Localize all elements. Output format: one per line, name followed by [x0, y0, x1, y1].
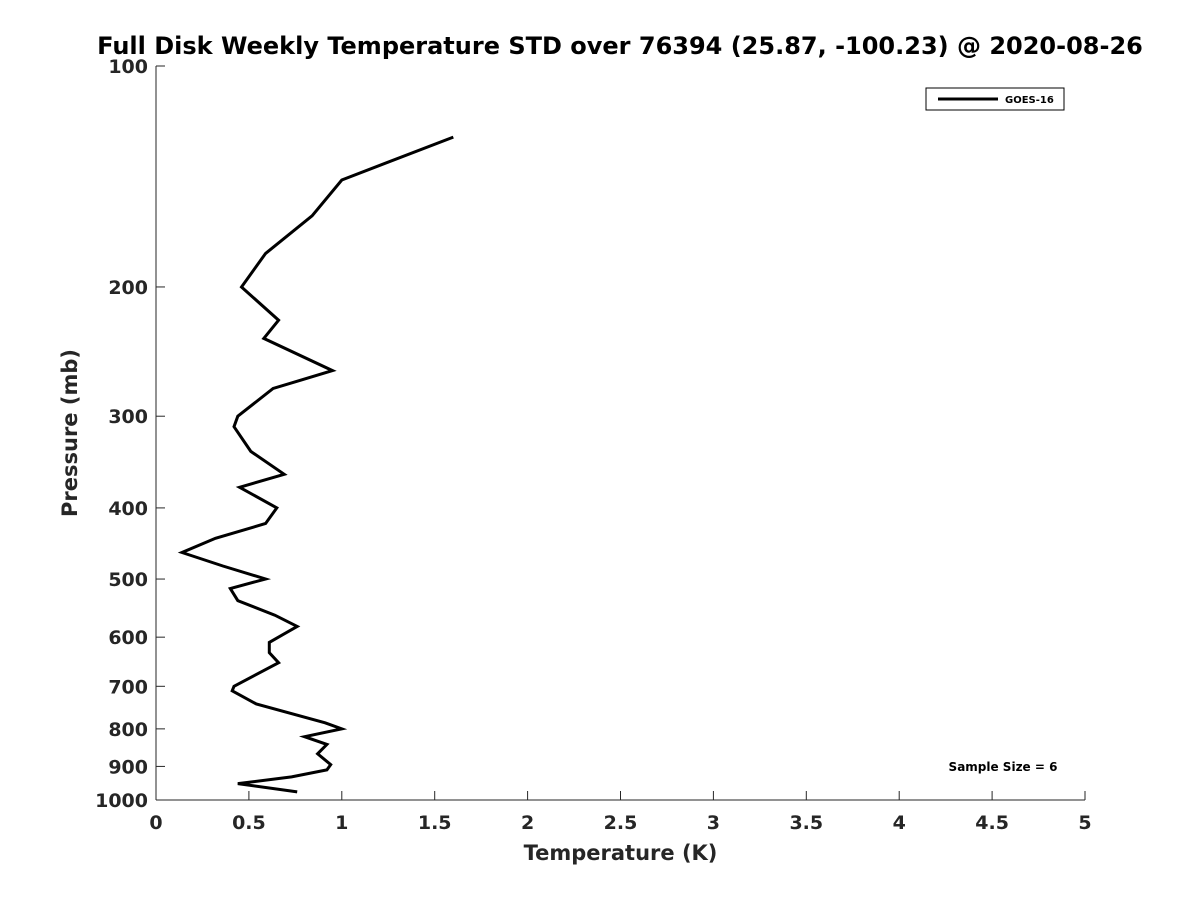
x-tick-label-3-5: 3.5: [789, 812, 823, 834]
ticks-layer: 0 0.5 1 1.5 2 2.5 3 3.5 4 4.5 5 100 200 300 400 500 600 7…: [95, 56, 1092, 834]
series-line-goes-16: [177, 135, 454, 794]
x-tick-label-0: 0: [149, 812, 162, 834]
y-tick-label-600: 600: [108, 627, 148, 649]
y-axis-label: Pressure (mb): [58, 349, 82, 517]
x-tick-label-3: 3: [707, 812, 720, 834]
x-tick-label-2: 2: [521, 812, 534, 834]
x-axis-label: Temperature (K): [524, 841, 718, 865]
y-tick-label-400: 400: [108, 498, 148, 520]
y-tick-label-1000: 1000: [95, 790, 148, 812]
y-tick-label-500: 500: [108, 569, 148, 591]
legend-label-goes-16: GOES-16: [1005, 95, 1054, 106]
plot-area: [156, 66, 1085, 800]
legend: GOES-16: [925, 87, 1065, 111]
series-layer: [177, 135, 454, 794]
sample-size-annotation: Sample Size = 6: [949, 760, 1058, 774]
x-tick-label-1-5: 1.5: [418, 812, 452, 834]
y-tick-label-100: 100: [108, 56, 148, 78]
y-tick-label-300: 300: [108, 406, 148, 428]
y-tick-label-800: 800: [108, 719, 148, 741]
x-tick-label-5: 5: [1078, 812, 1091, 834]
x-tick-label-0-5: 0.5: [232, 812, 266, 834]
x-tick-label-1: 1: [335, 812, 348, 834]
x-tick-label-4: 4: [893, 812, 906, 834]
x-tick-label-4-5: 4.5: [975, 812, 1009, 834]
y-tick-label-700: 700: [108, 676, 148, 698]
y-tick-label-900: 900: [108, 756, 148, 778]
chart-title: Full Disk Weekly Temperature STD over 76…: [97, 32, 1143, 60]
x-tick-label-2-5: 2.5: [604, 812, 638, 834]
y-tick-label-200: 200: [108, 277, 148, 299]
